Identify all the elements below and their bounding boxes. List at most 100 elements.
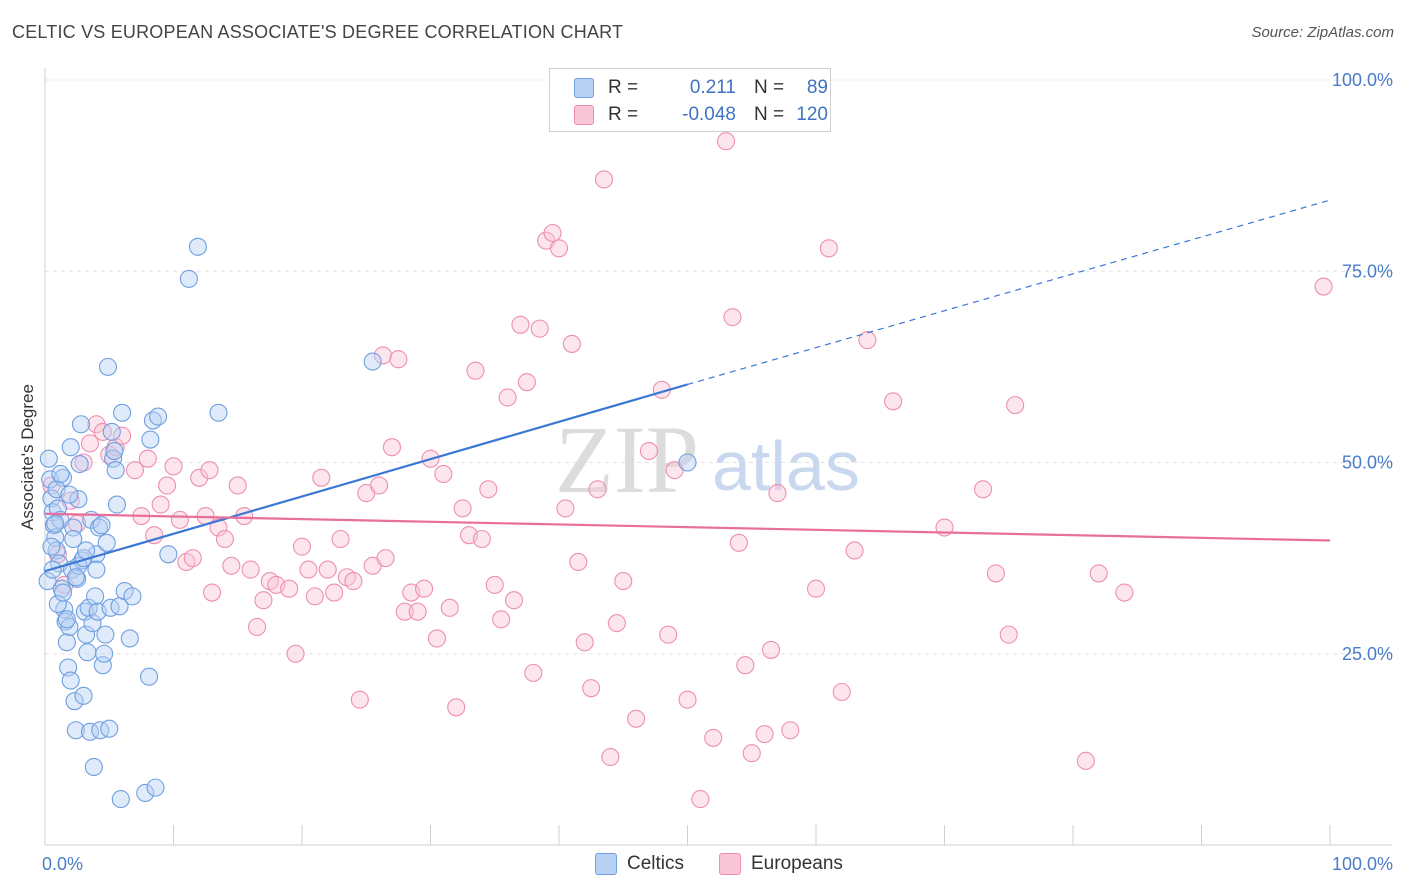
- celtics-point: [78, 643, 97, 662]
- europeans-point: [530, 319, 549, 338]
- celtics-point: [93, 656, 112, 675]
- celtics-point: [69, 490, 88, 509]
- celtics-point: [66, 568, 85, 587]
- celtics-point: [149, 407, 168, 426]
- europeans-point: [575, 633, 594, 652]
- x-tick-label-max: 100.0%: [1332, 854, 1393, 874]
- r-value: -0.048: [682, 104, 736, 125]
- europeans-point: [627, 709, 646, 728]
- source-credit: Source: ZipAtlas.com: [1251, 24, 1394, 41]
- y-tick-label: 100.0%: [1332, 70, 1393, 90]
- watermark-zip: ZIP: [555, 406, 699, 513]
- europeans-legend-label: Europeans: [751, 853, 843, 874]
- europeans-point: [427, 629, 446, 648]
- europeans-point: [292, 537, 312, 556]
- europeans-point: [209, 518, 228, 537]
- europeans-point: [492, 610, 511, 629]
- r-label: R =: [608, 104, 639, 125]
- celtics-point: [101, 598, 120, 617]
- celtics-point: [140, 667, 159, 686]
- europeans-point: [678, 690, 697, 709]
- europeans-point: [113, 426, 132, 445]
- europeans-point: [755, 725, 774, 744]
- europeans-point: [125, 461, 144, 480]
- europeans-point: [999, 625, 1018, 644]
- europeans-point: [819, 239, 838, 258]
- europeans-point: [614, 572, 633, 591]
- celtics-point: [42, 489, 61, 508]
- europeans-trend-line: [44, 512, 1331, 542]
- chart-title: CELTIC VS EUROPEAN ASSOCIATE'S DEGREE CO…: [12, 22, 624, 42]
- europeans-point: [370, 476, 389, 495]
- celtics-point: [42, 537, 61, 556]
- europeans-point: [280, 579, 299, 598]
- europeans-swatch: [574, 105, 594, 125]
- europeans-point: [1314, 277, 1333, 296]
- europeans-point: [472, 529, 491, 549]
- europeans-point: [479, 480, 498, 499]
- celtics-point: [141, 430, 160, 449]
- celtics-trend-line: [44, 383, 688, 573]
- celtics-point: [46, 514, 65, 533]
- celtics-point: [120, 629, 139, 648]
- europeans-point: [845, 541, 864, 560]
- europeans-point: [325, 583, 344, 602]
- celtics-swatch: [574, 78, 594, 98]
- europeans-point: [582, 679, 601, 698]
- europeans-point: [466, 361, 485, 380]
- europeans-point: [761, 640, 781, 659]
- europeans-legend-swatch: [719, 853, 741, 875]
- celtics-point: [92, 516, 111, 535]
- celtics-point: [70, 454, 89, 474]
- y-tick-label: 25.0%: [1342, 644, 1393, 664]
- celtics-point: [84, 757, 103, 777]
- europeans-point: [543, 223, 562, 243]
- celtics-point: [95, 644, 114, 663]
- celtics-point: [136, 783, 155, 803]
- europeans-point: [691, 790, 710, 809]
- celtics-point: [96, 625, 115, 644]
- europeans-point: [504, 591, 524, 610]
- europeans-point: [704, 728, 723, 747]
- celtics-point: [146, 778, 165, 797]
- celtics-point: [86, 587, 105, 606]
- europeans-point: [382, 438, 402, 457]
- europeans-point: [498, 388, 517, 407]
- celtics-point: [105, 441, 124, 461]
- celtics-point: [102, 422, 121, 441]
- europeans-point: [203, 583, 222, 602]
- europeans-point: [200, 461, 219, 480]
- celtics-point: [159, 545, 178, 564]
- europeans-point: [806, 579, 826, 598]
- europeans-point: [485, 575, 504, 594]
- europeans-point: [736, 656, 755, 675]
- celtics-point: [87, 560, 106, 579]
- celtics-point: [48, 594, 67, 614]
- europeans-point: [1076, 751, 1095, 770]
- celtics-point: [79, 598, 98, 617]
- europeans-point: [594, 170, 614, 189]
- europeans-point: [511, 315, 530, 334]
- europeans-point: [768, 484, 787, 503]
- celtics-point: [61, 671, 80, 690]
- trend-lines: [44, 199, 1331, 573]
- n-value: 120: [796, 104, 828, 125]
- europeans-point: [1115, 583, 1134, 602]
- x-tick-label-min: 0.0%: [42, 854, 83, 874]
- europeans-point: [858, 331, 877, 350]
- celtics-trend-extension: [687, 199, 1331, 386]
- europeans-point: [241, 560, 260, 579]
- europeans-point: [305, 587, 324, 606]
- europeans-point: [716, 132, 736, 151]
- europeans-point: [247, 617, 267, 637]
- europeans-point: [164, 457, 183, 476]
- celtics-point: [111, 790, 130, 809]
- europeans-point: [318, 560, 337, 579]
- celtics-point: [100, 719, 119, 738]
- axes: [44, 68, 1392, 846]
- europeans-point: [524, 663, 543, 682]
- celtics-point: [123, 587, 142, 606]
- europeans-point: [1089, 564, 1108, 583]
- r-label: R =: [608, 77, 639, 98]
- celtics-point: [46, 528, 65, 547]
